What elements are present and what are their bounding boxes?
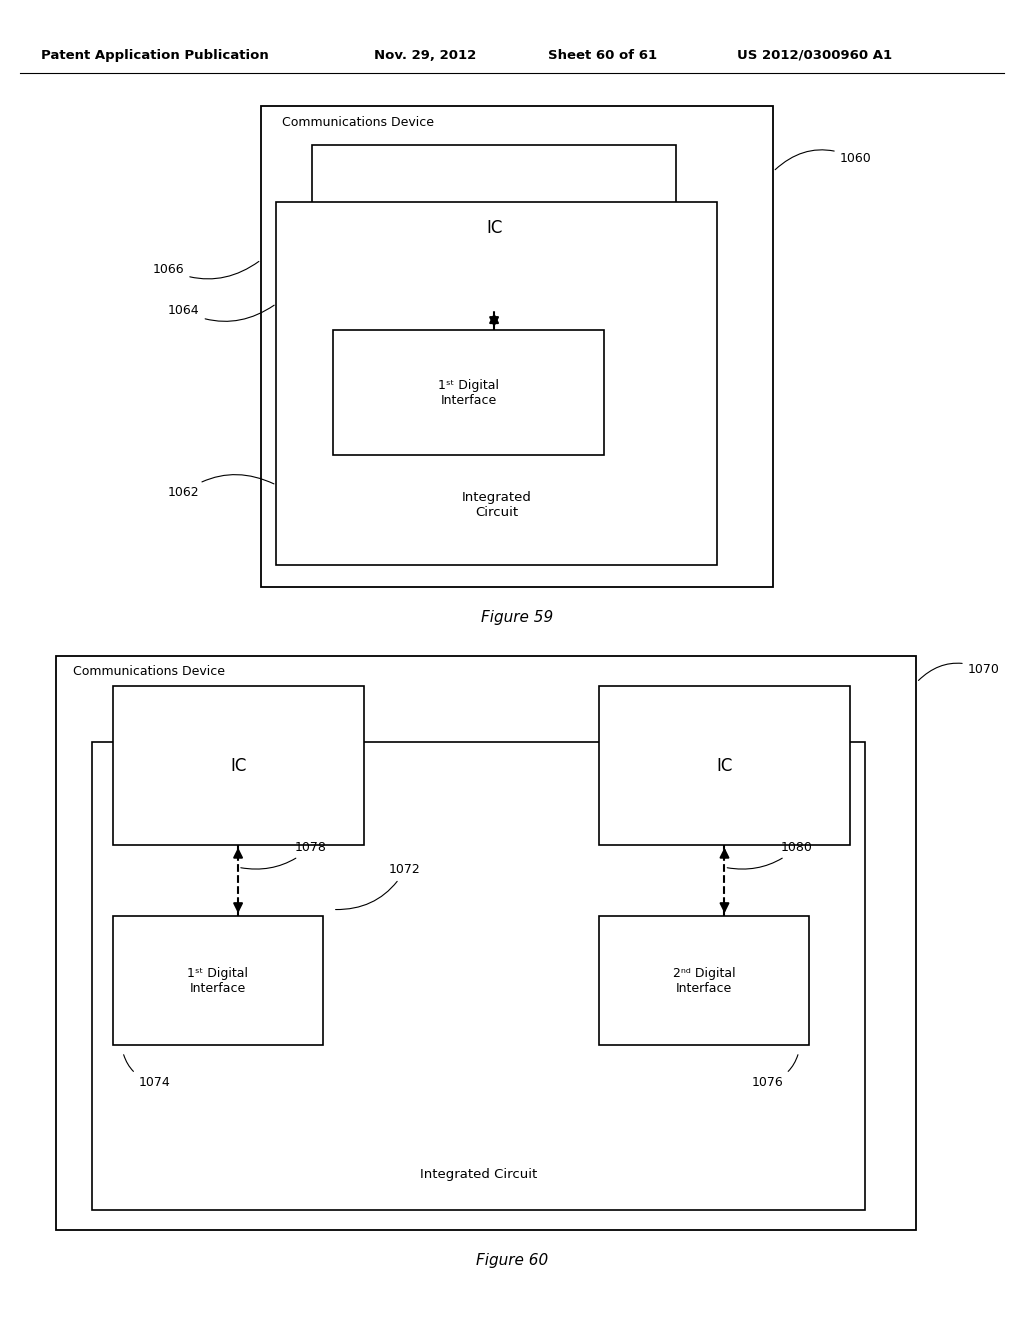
Text: 1064: 1064 bbox=[168, 305, 274, 321]
FancyBboxPatch shape bbox=[92, 742, 865, 1210]
FancyBboxPatch shape bbox=[312, 145, 676, 310]
FancyBboxPatch shape bbox=[56, 656, 916, 1230]
Text: 1076: 1076 bbox=[752, 1055, 798, 1089]
Text: 2ⁿᵈ Digital
Interface: 2ⁿᵈ Digital Interface bbox=[673, 966, 735, 995]
Text: Patent Application Publication: Patent Application Publication bbox=[41, 49, 268, 62]
Text: Figure 59: Figure 59 bbox=[481, 610, 553, 626]
Text: Figure 60: Figure 60 bbox=[476, 1253, 548, 1269]
Text: Integrated
Circuit: Integrated Circuit bbox=[462, 491, 531, 519]
FancyBboxPatch shape bbox=[276, 202, 717, 565]
FancyBboxPatch shape bbox=[261, 106, 773, 587]
Text: Sheet 60 of 61: Sheet 60 of 61 bbox=[548, 49, 657, 62]
Text: 1070: 1070 bbox=[919, 663, 999, 681]
Text: 1ˢᵗ Digital
Interface: 1ˢᵗ Digital Interface bbox=[438, 379, 499, 407]
Text: 1074: 1074 bbox=[124, 1055, 170, 1089]
Text: 1078: 1078 bbox=[241, 841, 327, 869]
Text: IC: IC bbox=[230, 756, 246, 775]
Text: Nov. 29, 2012: Nov. 29, 2012 bbox=[374, 49, 476, 62]
Text: IC: IC bbox=[717, 756, 732, 775]
Text: IC: IC bbox=[486, 219, 502, 236]
FancyBboxPatch shape bbox=[599, 916, 809, 1045]
Text: 1ˢᵗ Digital
Interface: 1ˢᵗ Digital Interface bbox=[187, 966, 248, 995]
Text: Integrated Circuit: Integrated Circuit bbox=[420, 1168, 538, 1181]
Text: 1080: 1080 bbox=[727, 841, 813, 869]
Text: 1062: 1062 bbox=[168, 475, 274, 499]
Text: 1066: 1066 bbox=[153, 261, 259, 279]
FancyBboxPatch shape bbox=[113, 686, 364, 845]
Text: Communications Device: Communications Device bbox=[282, 116, 433, 129]
FancyBboxPatch shape bbox=[113, 916, 323, 1045]
FancyBboxPatch shape bbox=[333, 330, 604, 455]
Text: US 2012/0300960 A1: US 2012/0300960 A1 bbox=[737, 49, 892, 62]
Text: 1060: 1060 bbox=[775, 149, 871, 170]
FancyBboxPatch shape bbox=[599, 686, 850, 845]
Text: 1072: 1072 bbox=[336, 863, 421, 909]
Text: Communications Device: Communications Device bbox=[73, 665, 224, 678]
